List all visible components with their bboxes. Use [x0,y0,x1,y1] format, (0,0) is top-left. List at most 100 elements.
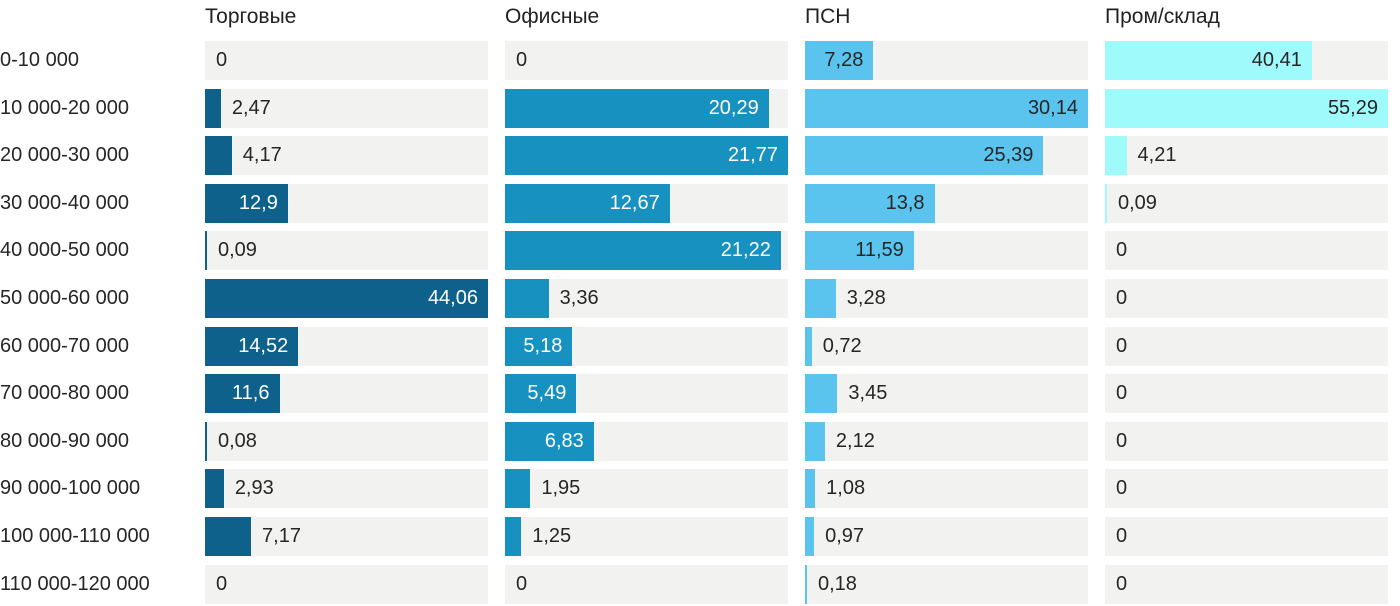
category-label: 110 000-120 000 [0,572,150,595]
bar-cell: 14,52 [205,326,488,366]
value-label: 0,97 [825,524,865,547]
bar-cell: 1,25 [505,516,788,556]
category-label: 10 000-20 000 [0,96,130,119]
series-header: ПСН [805,5,851,28]
bar-cell: 0,08 [205,421,488,461]
bar-cell: 0 [1105,421,1388,461]
bar [505,183,670,223]
value-label: 11,59 [855,239,904,262]
bar-cell: 0 [1105,374,1388,414]
category-label: 40 000-50 000 [0,239,130,262]
bar-cell: 2,93 [205,469,488,509]
bar [505,421,594,461]
bar [805,421,825,461]
bar [505,326,573,366]
value-label: 0 [516,49,528,71]
chart-rows: 0-10 000 0 0 7,28 40,41 10 000-20 000 2,47 20,2… [0,41,1400,604]
value-label: 0 [1116,572,1128,595]
bar [805,564,807,604]
bar [805,41,874,80]
value-label: 7,17 [262,524,301,547]
chart-row: 30 000-40 000 12,9 12,67 13,8 0,09 [0,183,1400,223]
chart-row: 10 000-20 000 2,47 20,29 30,14 55,29 [0,88,1400,128]
bar-cell: 30,14 [805,88,1088,128]
bar [505,136,788,176]
bar [1105,88,1388,128]
bar [805,516,815,556]
bar-cell: 12,9 [205,183,488,223]
bar [205,421,207,461]
value-label: 0 [1116,382,1128,405]
value-label: 0,18 [818,572,857,595]
value-label: 0 [1116,524,1128,547]
value-label: 12,9 [238,191,278,214]
bar [805,88,1088,128]
bar-cell: 21,22 [505,231,788,271]
bar-cell: 3,36 [505,278,788,318]
bar [205,183,288,223]
bar-cell: 4,17 [205,136,488,176]
value-label: 12,67 [609,191,660,214]
value-label: 0 [1116,239,1128,262]
bar-cell: 21,77 [505,136,788,176]
bar-cell: 0 [1105,278,1388,318]
bar-cell: 0 [1105,231,1388,271]
bar-cell: 25,39 [805,136,1088,176]
chart-row: 90 000-100 000 2,93 1,95 1,08 0 [0,469,1400,509]
bar-cell: 5,49 [505,374,788,414]
chart-row: 70 000-80 000 11,6 5,49 3,45 0 [0,374,1400,414]
bar-cell: 44,06 [205,278,488,318]
value-label: 0 [1116,286,1128,309]
category-label: 0-10 000 [0,49,79,71]
bar-cell: 55,29 [1105,88,1388,128]
bar [205,374,280,414]
chart-row: 0-10 000 0 0 7,28 40,41 [0,41,1400,80]
bar-cell: 0 [1105,326,1388,366]
value-label: 3,36 [559,286,599,309]
category-label: 50 000-60 000 [0,286,130,309]
series-header: Торговые [205,5,297,28]
value-label: 6,83 [544,429,584,452]
value-label: 0,09 [218,239,257,262]
value-label: 3,28 [846,286,886,309]
bar [805,136,1044,176]
bar-cell: 1,08 [805,469,1088,509]
value-label: 55,29 [1327,96,1378,119]
value-label: 7,28 [824,49,864,71]
value-label: 44,06 [427,286,478,309]
bar-cell: 13,8 [805,183,1088,223]
bar [805,326,812,366]
bar [205,516,252,556]
value-label: 1,08 [826,477,866,500]
category-label: 100 000-110 000 [0,524,150,547]
bar [505,469,531,509]
bar [805,231,914,271]
bar [205,469,224,509]
bar-cell: 0 [205,564,488,604]
bar-cell: 0,97 [805,516,1088,556]
value-label: 2,12 [835,429,875,452]
bar-cell: 7,28 [805,41,1088,80]
value-label: 4,17 [242,144,282,167]
bar [805,469,816,509]
bar [205,88,221,128]
chart-row: 20 000-30 000 4,17 21,77 25,39 4,21 [0,136,1400,176]
value-label: 0,72 [822,334,862,357]
series-header: Офисные [505,5,600,28]
bar-cell: 7,17 [205,516,488,556]
value-label: 1,25 [532,524,572,547]
value-label: 21,22 [720,239,771,262]
bar-cell: 0,09 [1105,183,1388,223]
value-label: 2,93 [234,477,274,500]
value-label: 3,45 [848,382,888,405]
bar-cell: 5,18 [505,326,788,366]
bar [505,516,522,556]
bar [1105,136,1127,176]
value-label: 30,14 [1027,96,1078,119]
bar-cell: 0,18 [805,564,1088,604]
value-label: 13,8 [885,191,925,214]
category-label: 30 000-40 000 [0,191,130,214]
bar-cell: 11,6 [205,374,488,414]
bar [205,326,299,366]
